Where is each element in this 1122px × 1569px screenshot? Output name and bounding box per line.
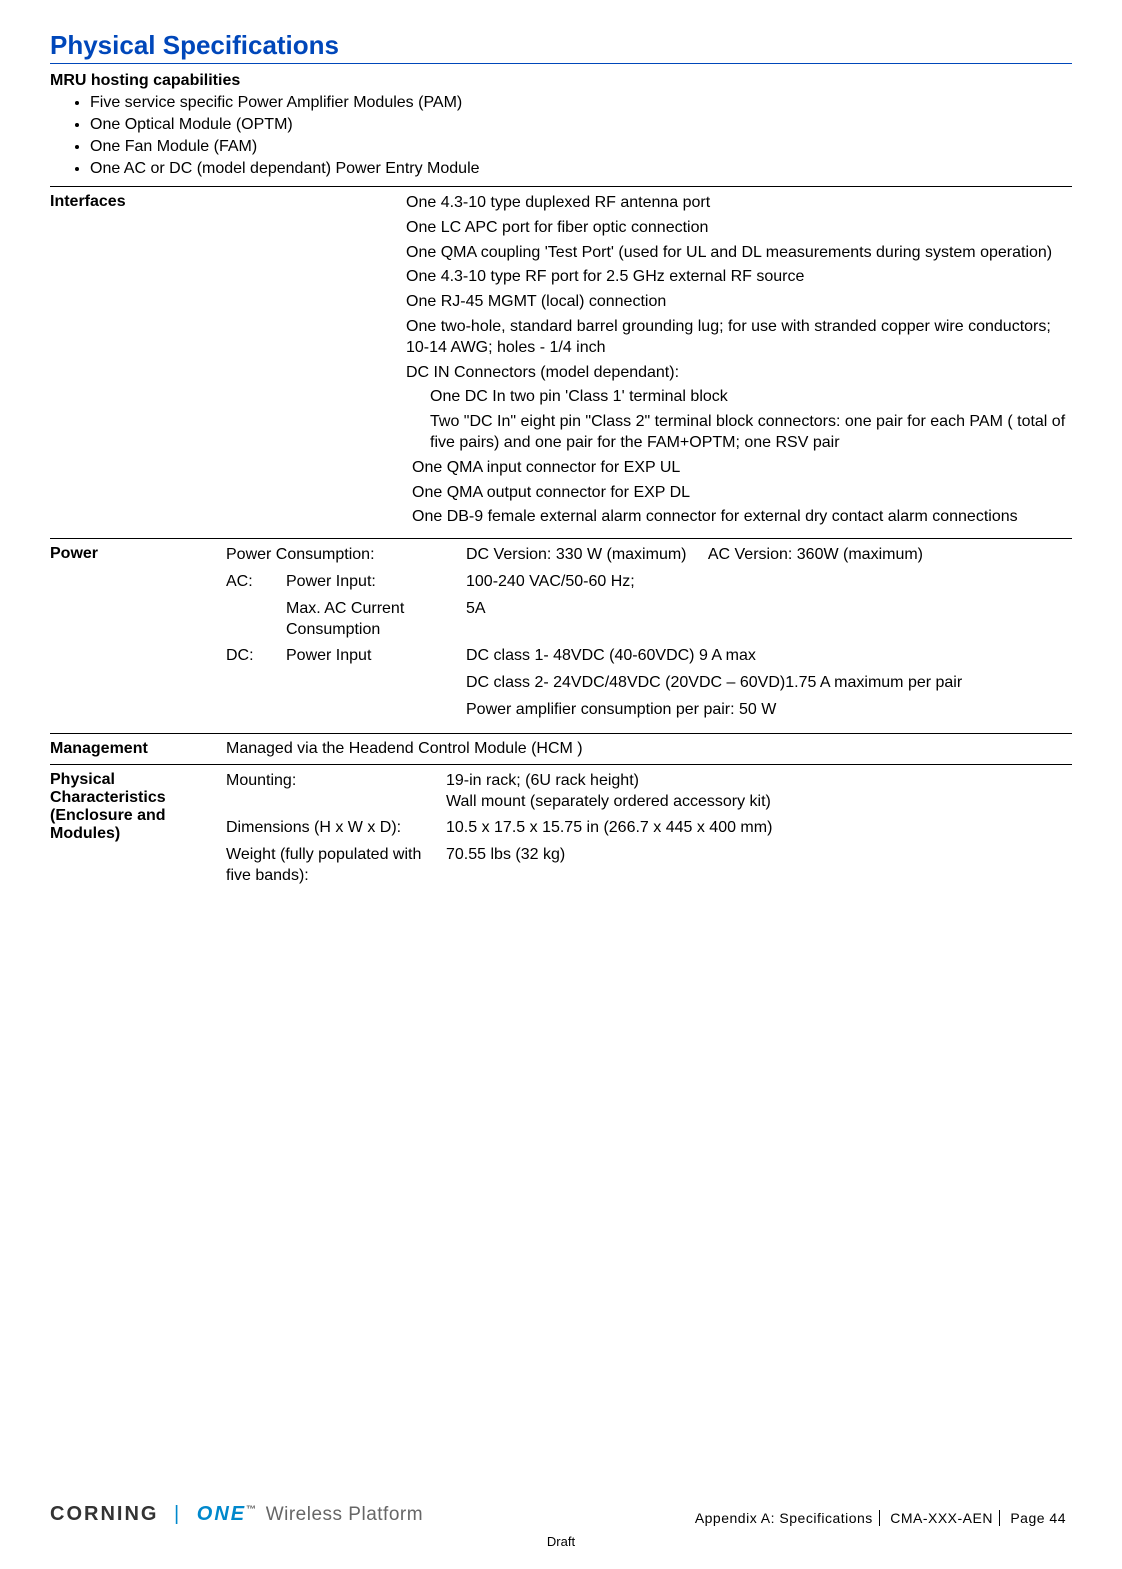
list-item: Five service specific Power Amplifier Mo… bbox=[90, 94, 1072, 112]
power-ac-label: AC: bbox=[226, 572, 286, 593]
mounting-label: Mounting: bbox=[226, 771, 446, 813]
interfaces-content: One 4.3-10 type duplexed RF antenna port… bbox=[226, 193, 1072, 532]
physical-content: Mounting: 19-in rack; (6U rack height) W… bbox=[226, 771, 1072, 893]
power-label: Power bbox=[50, 545, 226, 727]
power-section: Power Power Consumption: DC Version: 330… bbox=[50, 538, 1072, 733]
mounting-value2: Wall mount (separately ordered accessory… bbox=[446, 792, 771, 813]
interface-item: One QMA input connector for EXP UL bbox=[406, 458, 1072, 479]
sub-brand-one: ONE bbox=[197, 1503, 246, 1525]
draft-label: Draft bbox=[50, 1534, 1072, 1549]
power-consumption-value: DC Version: 330 W (maximum) AC Version: … bbox=[466, 545, 923, 566]
trademark: ™ bbox=[246, 1504, 258, 1515]
interfaces-section: Interfaces One 4.3-10 type duplexed RF a… bbox=[50, 186, 1072, 538]
physical-section: Physical Characteristics (Enclosure and … bbox=[50, 764, 1072, 899]
power-dc-pair: Power amplifier consumption per pair: 50… bbox=[466, 700, 776, 721]
weight-value: 70.55 lbs (32 kg) bbox=[446, 845, 565, 887]
power-consumption-label: Power Consumption: bbox=[226, 545, 466, 566]
interfaces-label: Interfaces bbox=[50, 193, 226, 532]
dimensions-value: 10.5 x 17.5 x 15.75 in (266.7 x 445 x 40… bbox=[446, 818, 772, 839]
list-item: One Optical Module (OPTM) bbox=[90, 116, 1072, 134]
page-number: Page 44 bbox=[1004, 1510, 1072, 1526]
power-dc-input-label: Power Input bbox=[286, 646, 466, 667]
power-content: Power Consumption: DC Version: 330 W (ma… bbox=[226, 545, 1072, 727]
mru-list: Five service specific Power Amplifier Mo… bbox=[50, 94, 1072, 178]
page-title: Physical Specifications bbox=[50, 30, 1072, 64]
management-section: Management Managed via the Headend Contr… bbox=[50, 733, 1072, 764]
management-label: Management bbox=[50, 740, 226, 758]
interface-item: One QMA coupling 'Test Port' (used for U… bbox=[406, 243, 1072, 264]
interface-item: One LC APC port for fiber optic connecti… bbox=[406, 218, 1072, 239]
power-dc-label: DC: bbox=[226, 646, 286, 667]
mounting-value1: 19-in rack; (6U rack height) bbox=[446, 771, 771, 792]
interface-item: One DB-9 female external alarm connector… bbox=[406, 507, 1072, 528]
management-value: Managed via the Headend Control Module (… bbox=[226, 740, 1072, 758]
interface-subitem: One DC In two pin 'Class 1' terminal blo… bbox=[406, 387, 1072, 408]
interface-item: DC IN Connectors (model dependant): bbox=[406, 363, 1072, 384]
list-item: One AC or DC (model dependant) Power Ent… bbox=[90, 160, 1072, 178]
brand-name: CORNING bbox=[50, 1503, 158, 1525]
footer: CORNING | ONE™ Wireless Platform Appendi… bbox=[50, 1503, 1072, 1549]
interface-item: One RJ-45 MGMT (local) connection bbox=[406, 292, 1072, 313]
interface-item: One 4.3-10 type duplexed RF antenna port bbox=[406, 193, 1072, 214]
physical-label-line1: Physical Characteristics bbox=[50, 771, 220, 807]
power-spacer bbox=[226, 673, 466, 694]
power-spacer bbox=[226, 700, 466, 721]
footer-meta: Appendix A: Specifications CMA-XXX-AEN P… bbox=[689, 1510, 1072, 1526]
interface-item: One QMA output connector for EXP DL bbox=[406, 483, 1072, 504]
power-ac-maxcurrent-label: Max. AC Current Consumption bbox=[286, 599, 466, 641]
interface-item: One two-hole, standard barrel grounding … bbox=[406, 317, 1072, 359]
appendix-label: Appendix A: Specifications bbox=[689, 1510, 880, 1526]
sub-brand-platform: Wireless Platform bbox=[266, 1504, 423, 1525]
power-ac-maxcurrent-value: 5A bbox=[466, 599, 486, 641]
power-dc-class1: DC class 1- 48VDC (40-60VDC) 9 A max bbox=[466, 646, 756, 667]
physical-label-line2: (Enclosure and Modules) bbox=[50, 807, 220, 843]
dimensions-label: Dimensions (H x W x D): bbox=[226, 818, 446, 839]
interface-subitem: Two "DC In" eight pin "Class 2" terminal… bbox=[406, 412, 1072, 454]
mru-heading: MRU hosting capabilities bbox=[50, 72, 1072, 90]
divider: | bbox=[174, 1503, 181, 1525]
doc-id: CMA-XXX-AEN bbox=[884, 1510, 1000, 1526]
footer-logo: CORNING | ONE™ Wireless Platform bbox=[50, 1503, 423, 1526]
power-dc-class2: DC class 2- 24VDC/48VDC (20VDC – 60VD)1.… bbox=[466, 673, 962, 694]
interface-item: One 4.3-10 type RF port for 2.5 GHz exte… bbox=[406, 267, 1072, 288]
physical-label: Physical Characteristics (Enclosure and … bbox=[50, 771, 226, 893]
power-spacer bbox=[226, 599, 286, 641]
list-item: One Fan Module (FAM) bbox=[90, 138, 1072, 156]
power-ac-input-label: Power Input: bbox=[286, 572, 466, 593]
power-ac-input-value: 100-240 VAC/50-60 Hz; bbox=[466, 572, 635, 593]
weight-label: Weight (fully populated with five bands)… bbox=[226, 845, 446, 887]
